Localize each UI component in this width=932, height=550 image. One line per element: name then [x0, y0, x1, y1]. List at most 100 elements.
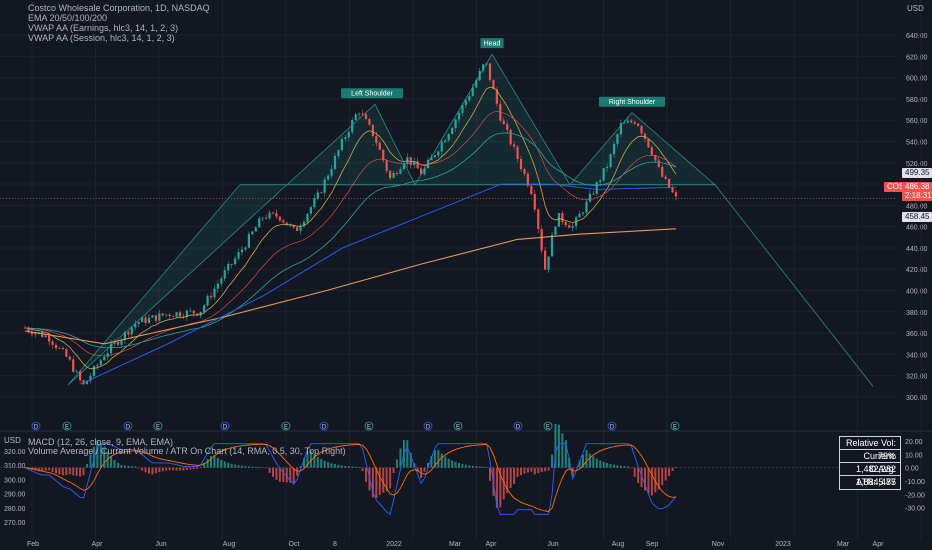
candle-body-188: [671, 188, 674, 193]
projection-line: [714, 184, 874, 387]
macd-hist-79: [296, 467, 299, 476]
macd-hist-94: [347, 466, 350, 468]
macd-hist-134: [485, 466, 488, 468]
candle-body-182: [650, 147, 653, 155]
candle-body-186: [664, 176, 667, 179]
macd-hist-86: [320, 459, 323, 468]
macd-hist-96: [354, 466, 357, 468]
pattern-label-0: Left Shoulder: [351, 91, 393, 98]
candle-body-17: [82, 380, 85, 385]
candle-body-103: [378, 142, 381, 150]
macd-hist-36: [148, 467, 150, 474]
macd-hist-11: [61, 467, 64, 476]
candle-body-146: [526, 173, 529, 186]
volume-tick-2: 300.00: [4, 477, 26, 484]
macd-hist-72: [272, 467, 274, 477]
macd-hist-52: [203, 462, 206, 468]
macd-hist-4: [37, 467, 40, 472]
ema20-line: [24, 86, 677, 370]
macd-hist-157: [564, 440, 567, 468]
macd-hist-38: [154, 467, 157, 474]
candle-body-43: [172, 316, 175, 317]
candle-body-9: [54, 344, 58, 349]
macd-hist-172: [616, 465, 619, 468]
candle-body-63: [240, 249, 244, 253]
macd-hist-89: [330, 463, 333, 468]
candle-body-5: [41, 331, 44, 337]
candle-body-26: [113, 342, 116, 344]
macd-hist-130: [471, 465, 474, 468]
candle-body-98: [361, 113, 364, 115]
macd-hist-74: [278, 467, 281, 482]
price-tick-6: 420.00: [906, 267, 928, 274]
macd-hist-149: [537, 467, 540, 474]
macd-hist-147: [530, 467, 533, 472]
volume-tick-5: 270.00: [4, 520, 26, 527]
ema50-line: [24, 111, 677, 357]
macd-hist-105: [385, 467, 388, 491]
candle-body-72: [271, 212, 275, 214]
candle-body-14: [72, 359, 75, 372]
candle-body-83: [309, 207, 312, 214]
macd-hist-41: [165, 467, 168, 471]
candle-body-179: [640, 126, 643, 134]
macd-hist-104: [382, 467, 385, 493]
candle-body-60: [230, 264, 233, 265]
macd-hist-153: [551, 454, 553, 468]
macd-hist-75: [282, 467, 285, 483]
macd-hist-27: [117, 462, 119, 468]
candle-body-21: [96, 364, 99, 367]
macd-hist-30: [127, 465, 130, 468]
macd-hist-60: [230, 463, 233, 468]
macd-hist-90: [334, 464, 336, 468]
candle-body-169: [606, 166, 609, 169]
relative-vol-cell: Relative Vol: 79%: [840, 437, 900, 461]
macd-tick-1: 10.00: [905, 452, 923, 459]
macd-hist-21: [96, 440, 99, 468]
macd-hist-129: [468, 465, 471, 468]
candle-body-94: [347, 132, 350, 138]
macd-hist-112: [409, 453, 412, 468]
macd-hist-97: [358, 466, 361, 468]
event-marker-13: [670, 421, 680, 431]
candle-body-151: [544, 250, 547, 270]
macd-hist-158: [568, 457, 571, 468]
macd-hist-185: [661, 467, 664, 486]
event-marker-label-12: D: [610, 425, 615, 431]
candle-body-114: [416, 161, 419, 169]
candle-body-152: [547, 256, 550, 270]
macd-tick-2: 0.00: [905, 466, 919, 473]
price-tick-5: 400.00: [906, 289, 928, 296]
time-tick-0: Feb: [27, 541, 39, 548]
candle-body-42: [168, 314, 171, 317]
macd-hist-123: [447, 458, 450, 468]
macd-hist-178: [637, 467, 640, 483]
macd-hist-114: [416, 467, 419, 472]
candle-body-187: [668, 178, 671, 189]
candle-body-170: [609, 154, 612, 167]
macd-hist-39: [158, 467, 161, 473]
macd-hist-148: [533, 467, 536, 475]
macd-hist-19: [89, 454, 92, 468]
macd-hist-170: [609, 463, 612, 468]
candle-body-70: [265, 217, 268, 219]
macd-hist-83: [309, 450, 312, 468]
macd-hist-109: [399, 448, 402, 468]
event-marker-2: [123, 421, 133, 431]
candle-body-116: [423, 168, 426, 175]
price-tick-4: 380.00: [906, 310, 928, 317]
volume-stats-table: Relative Vol: 79% Current: 1,482,282 D A…: [839, 436, 901, 490]
candle-body-47: [185, 310, 188, 318]
candle-body-4: [37, 331, 40, 333]
candle-body-161: [578, 213, 581, 218]
macd-hist-78: [292, 467, 295, 483]
macd-hist-85: [316, 456, 319, 468]
candle-body-109: [399, 169, 402, 174]
candle-body-185: [661, 166, 664, 177]
candle-body-51: [199, 311, 202, 316]
candle-body-2: [30, 331, 33, 335]
event-marker-label-0: D: [34, 425, 39, 431]
time-tick-12: Nov: [712, 541, 725, 548]
macd-hist-150: [540, 467, 543, 472]
